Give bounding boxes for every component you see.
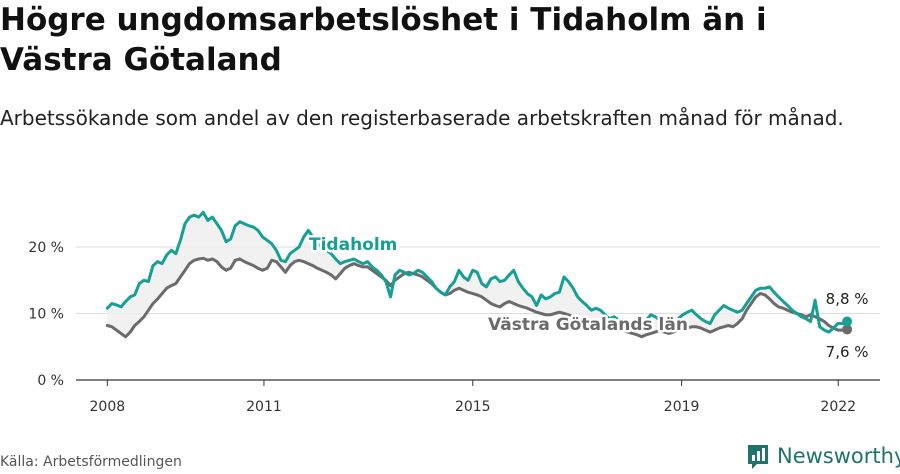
vastra-gotaland-line	[105, 256, 849, 339]
y-tick-label: 10 %	[28, 307, 64, 323]
tidaholm-end-label: 8,8 %	[826, 290, 869, 308]
y-tick-label: 20 %	[28, 240, 64, 256]
y-tick-label: 0 %	[37, 373, 64, 389]
brand-logo[interactable]: Newsworthy	[746, 441, 900, 471]
x-tick-label: 2022	[820, 399, 856, 415]
tidaholm-line	[105, 210, 849, 334]
chart-subtitle: Arbetssökande som andel av den registerb…	[0, 106, 844, 130]
tidaholm-series-label-halo: Tidaholm	[309, 235, 397, 255]
series-lines	[105, 210, 853, 339]
vastra-gotaland-end-point	[842, 324, 853, 335]
newsworthy-logo-icon	[748, 445, 768, 469]
chart-labels: 0 % 10 % 20 % 2008 2011 2015 2019 2022 8,8 % 7,6 …	[28, 233, 869, 416]
tidaholm-end-point	[842, 316, 853, 327]
chart-title: Högre ungdomsarbetslöshet i Tidaholm än …	[0, 2, 767, 78]
vastra-gotaland-series-label: Västra Götalands län	[488, 315, 688, 335]
gridlines	[76, 246, 880, 386]
x-tick-label: 2019	[664, 399, 700, 415]
x-tick-label: 2008	[90, 399, 126, 415]
x-tick-label: 2011	[246, 399, 282, 415]
x-tick-label: 2015	[455, 399, 491, 415]
vastra-gotaland-end-label: 7,6 %	[826, 343, 869, 361]
vastra-gotaland-series-label-halo: Västra Götalands län	[488, 315, 688, 335]
tidaholm-series-label: Tidaholm	[309, 235, 397, 255]
brand-name: Newsworthy	[777, 444, 900, 468]
source-note: Källa: Arbetsförmedlingen	[0, 454, 182, 470]
